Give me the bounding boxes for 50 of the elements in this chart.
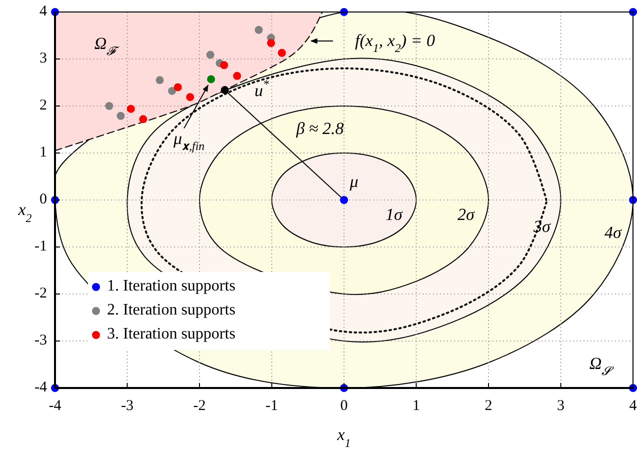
y-tick-label: -2 <box>34 285 47 302</box>
legend-label: 2. Iteration supports <box>107 302 236 319</box>
point <box>186 93 194 102</box>
annotation: Ω$_{𝓢}$ <box>589 354 615 378</box>
y-tick-label: -1 <box>34 238 47 254</box>
y-tick-label: 1 <box>40 144 47 160</box>
annotation: u$^{*}$ <box>254 76 270 100</box>
x-tick-label: 0 <box>340 398 348 414</box>
x-axis-title: x$_{1}$ <box>336 425 351 449</box>
point <box>233 72 242 80</box>
point <box>206 50 214 59</box>
annotation: μ$_{𝐱,fin}$ <box>172 129 205 153</box>
point <box>116 112 125 120</box>
point <box>207 75 216 84</box>
point <box>278 48 286 57</box>
y-tick-label: 3 <box>40 50 47 66</box>
x-tick-label: -3 <box>121 398 134 414</box>
y-tick-label: -3 <box>34 332 47 348</box>
y-tick-label: -4 <box>34 379 48 396</box>
y-tick-label: 4 <box>40 3 48 20</box>
x-tick-label: 4 <box>629 398 637 414</box>
legend-label: 1. Iteration supports <box>107 278 236 295</box>
y-axis-title: x$_{2}$ <box>17 200 32 225</box>
point <box>174 83 182 92</box>
x-tick-label: 3 <box>557 398 564 414</box>
point <box>254 26 263 34</box>
annotation: μ <box>348 172 358 191</box>
x-tick-label: 2 <box>484 398 492 414</box>
point <box>340 196 348 204</box>
x-tick-label: -1 <box>266 398 278 414</box>
point <box>139 115 148 124</box>
point <box>168 86 176 95</box>
point <box>220 61 228 70</box>
point <box>105 102 114 110</box>
annotation: 1σ <box>386 204 404 224</box>
point <box>267 39 276 48</box>
legend-label: 3. Iteration supports <box>107 326 236 343</box>
point <box>126 104 135 113</box>
annotation: 2σ <box>458 204 476 224</box>
annotation: β ≈ 2.8 <box>295 118 344 138</box>
y-tick-label: 0 <box>40 191 47 208</box>
y-tick-label: 2 <box>40 97 47 114</box>
x-tick-label: 1 <box>412 398 420 414</box>
annotation: f(x$_{1}$, x$_{2}$) = 0 <box>354 30 436 55</box>
point <box>156 76 164 84</box>
annotation: 3σ <box>532 216 552 236</box>
annotation: 4σ <box>604 222 622 242</box>
point <box>220 86 229 94</box>
x-tick-label: -2 <box>193 398 206 414</box>
annotation: Ω$_{𝓕}$ <box>94 34 120 58</box>
